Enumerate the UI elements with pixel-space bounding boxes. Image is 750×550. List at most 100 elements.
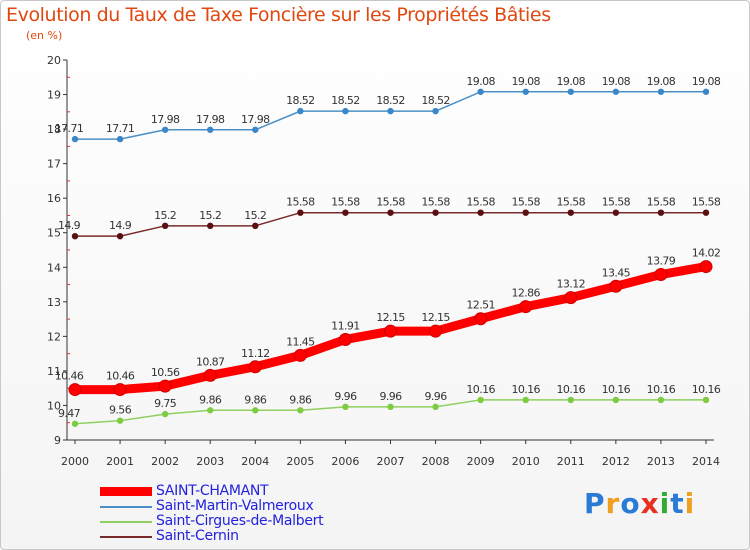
data-label-saint-chamant: 10.46 <box>55 370 84 383</box>
x-tick-label: 2013 <box>647 455 675 468</box>
data-label-saint-cirgues-de-malbert: 10.16 <box>557 383 586 396</box>
data-point-saint-cirgues-de-malbert <box>252 407 259 414</box>
data-label-saint-cirgues-de-malbert: 10.16 <box>511 383 540 396</box>
data-point-saint-cirgues-de-malbert <box>116 417 124 424</box>
y-tick-label: 10 <box>47 399 61 412</box>
data-label-saint-martin-valmeroux: 18.52 <box>376 94 405 107</box>
data-point-saint-cirgues-de-malbert <box>432 403 439 411</box>
data-point-saint-cernin <box>432 209 439 216</box>
data-label-saint-cernin: 14.9 <box>109 219 132 232</box>
data-point-saint-chamant <box>338 332 352 346</box>
data-label-saint-cirgues-de-malbert: 9.75 <box>154 397 177 410</box>
data-point-saint-martin-valmeroux <box>297 107 304 115</box>
y-tick-label: 9 <box>54 434 61 447</box>
data-point-saint-chamant <box>113 383 127 397</box>
data-label-saint-cernin: 14.9 <box>58 219 81 232</box>
data-point-saint-cirgues-de-malbert <box>161 410 169 418</box>
data-point-saint-martin-valmeroux <box>477 88 484 95</box>
data-label-saint-cirgues-de-malbert: 10.16 <box>466 383 495 396</box>
data-point-saint-martin-valmeroux <box>207 126 214 133</box>
legend-label: SAINT-CHAMANT <box>156 483 269 499</box>
y-tick-label: 16 <box>47 192 61 205</box>
data-label-saint-chamant: 10.46 <box>106 370 135 383</box>
data-label-saint-chamant: 12.86 <box>511 287 540 300</box>
x-tick-label: 2010 <box>512 455 540 468</box>
data-label-saint-chamant: 11.12 <box>241 347 270 360</box>
y-tick-label: 18 <box>47 123 61 136</box>
legend-item: Saint-Cernin <box>100 528 400 544</box>
brand-logo: Proxiti <box>584 487 695 520</box>
x-tick-label: 2003 <box>196 455 224 468</box>
data-point-saint-chamant <box>519 300 533 314</box>
x-tick-label: 2008 <box>422 455 450 468</box>
data-label-saint-chamant: 12.15 <box>421 311 450 324</box>
data-point-saint-chamant <box>699 260 713 274</box>
data-label-saint-cirgues-de-malbert: 9.86 <box>244 393 267 406</box>
data-label-saint-cernin: 15.2 <box>154 209 176 222</box>
data-point-saint-martin-valmeroux <box>342 107 349 115</box>
data-label-saint-cernin: 15.58 <box>421 196 450 209</box>
data-point-saint-cernin <box>702 209 710 216</box>
data-label-saint-martin-valmeroux: 17.98 <box>151 113 180 126</box>
data-label-saint-martin-valmeroux: 17.71 <box>106 122 135 135</box>
data-label-saint-martin-valmeroux: 17.98 <box>241 113 270 126</box>
x-tick-label: 2007 <box>377 455 405 468</box>
data-point-saint-cirgues-de-malbert <box>612 396 620 404</box>
data-point-saint-cernin <box>342 209 349 216</box>
data-label-saint-cernin: 15.58 <box>286 196 315 209</box>
y-tick-label: 15 <box>47 227 61 240</box>
data-point-saint-cirgues-de-malbert <box>207 407 214 414</box>
data-point-saint-cernin <box>297 209 304 216</box>
data-point-saint-cirgues-de-malbert <box>297 407 304 414</box>
data-label-saint-martin-valmeroux: 19.08 <box>602 75 631 88</box>
data-label-saint-cirgues-de-malbert: 9.96 <box>425 390 448 403</box>
y-tick-label: 12 <box>47 330 61 343</box>
data-point-saint-cernin <box>252 222 259 230</box>
data-label-saint-chamant: 11.45 <box>286 335 315 348</box>
data-label-saint-martin-valmeroux: 19.08 <box>647 75 676 88</box>
brand-letter: r <box>605 487 621 520</box>
x-tick-label: 2002 <box>151 455 179 468</box>
data-label-saint-cernin: 15.2 <box>244 209 266 222</box>
data-point-saint-cirgues-de-malbert <box>702 396 710 404</box>
data-point-saint-chamant <box>203 368 217 382</box>
data-label-saint-chamant: 14.02 <box>692 247 721 260</box>
data-point-saint-cernin <box>657 209 665 216</box>
legend: SAINT-CHAMANT Saint-Martin-Valmeroux Saint… <box>100 483 400 544</box>
data-point-saint-chamant <box>429 324 443 338</box>
x-tick-label: 2011 <box>557 455 585 468</box>
legend-swatch <box>100 506 152 508</box>
legend-swatch <box>100 536 152 538</box>
data-point-saint-cernin <box>612 209 620 216</box>
data-point-saint-martin-valmeroux <box>252 126 259 133</box>
data-point-saint-cirgues-de-malbert <box>477 396 484 404</box>
chart-title: Evolution du Taux de Taxe Foncière sur l… <box>6 4 551 26</box>
x-tick-label: 2012 <box>602 455 630 468</box>
data-point-saint-cernin <box>522 209 529 216</box>
data-point-saint-chamant <box>293 348 307 362</box>
data-point-saint-cernin <box>116 232 124 240</box>
data-point-saint-cernin <box>477 209 484 216</box>
brand-letter: t <box>670 487 685 520</box>
data-label-saint-cirgues-de-malbert: 10.16 <box>602 383 631 396</box>
data-label-saint-chamant: 13.12 <box>557 278 586 291</box>
data-point-saint-chamant <box>384 324 397 338</box>
data-point-saint-martin-valmeroux <box>71 135 79 143</box>
y-tick-label: 19 <box>47 89 61 102</box>
data-label-saint-chamant: 13.79 <box>647 255 676 268</box>
data-point-saint-cirgues-de-malbert <box>71 420 79 427</box>
data-point-saint-martin-valmeroux <box>432 107 439 115</box>
data-point-saint-chamant <box>158 379 172 393</box>
data-label-saint-cernin: 15.2 <box>199 209 221 222</box>
legend-swatch <box>100 487 152 496</box>
data-label-saint-cirgues-de-malbert: 9.96 <box>334 390 357 403</box>
data-label-saint-cernin: 15.58 <box>466 196 495 209</box>
data-label-saint-chamant: 13.45 <box>602 266 631 279</box>
data-point-saint-cirgues-de-malbert <box>657 396 665 404</box>
data-label-saint-cirgues-de-malbert: 9.86 <box>289 393 312 406</box>
data-point-saint-cernin <box>567 209 574 216</box>
data-point-saint-martin-valmeroux <box>387 107 394 115</box>
legend-label: Saint-Cirgues-de-Malbert <box>156 513 324 529</box>
y-tick-label: 17 <box>47 158 61 171</box>
data-point-saint-martin-valmeroux <box>612 88 620 95</box>
